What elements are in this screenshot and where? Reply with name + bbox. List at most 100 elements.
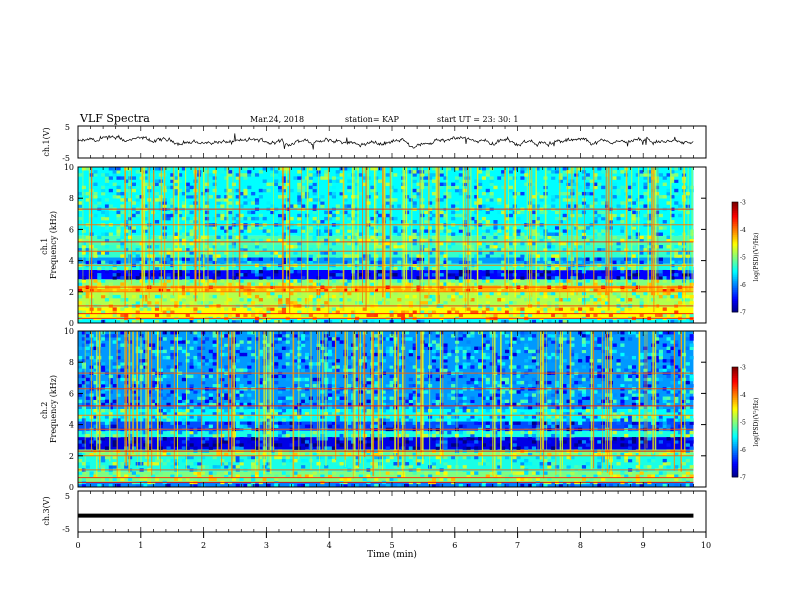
spectrum-cell — [193, 355, 198, 360]
spectrum-cell — [416, 446, 421, 450]
spectrum-cell — [224, 266, 229, 271]
spectrum-cell — [204, 359, 210, 363]
spectrum-cell — [389, 471, 394, 475]
spectrum-cell — [362, 319, 367, 324]
colorbar-cell — [732, 299, 738, 302]
spectrum-cell — [628, 260, 633, 265]
spectrum-cell — [104, 232, 110, 236]
spectrum-cell — [235, 319, 240, 324]
spectrum-cell — [104, 421, 110, 425]
spectrum-cell — [597, 276, 602, 280]
spectrum-cell — [378, 226, 383, 230]
spectrum-cell — [520, 251, 525, 255]
spectrum-cell — [204, 352, 210, 357]
spectrum-cell — [347, 294, 352, 299]
spectrum-cell — [85, 235, 90, 240]
spectrum-cell — [139, 349, 144, 354]
spectrum-cell — [462, 273, 467, 277]
spectrum-cell — [381, 418, 387, 422]
spectrum-cell — [174, 477, 179, 482]
spectrum-cell — [178, 412, 183, 416]
spectrum-cell — [443, 216, 448, 221]
spectrum-cell — [135, 288, 140, 293]
spectrum-cell — [481, 279, 487, 283]
spectrum-cell — [181, 405, 187, 410]
spectrum-cell — [435, 440, 440, 444]
spectrum-cell — [312, 235, 317, 240]
spectrum-cell — [558, 301, 563, 305]
spectrum-cell — [481, 176, 487, 180]
spectrum-cell — [404, 483, 410, 488]
spectrum-cell — [397, 393, 402, 397]
spectrum-cell — [462, 359, 467, 363]
spectrum-cell — [328, 455, 333, 460]
spectrum-cell — [170, 251, 175, 255]
spectrum-cell — [466, 355, 471, 360]
spectrum-cell — [239, 462, 244, 466]
spectrum-cell — [578, 213, 583, 218]
spectrum-cell — [85, 340, 90, 344]
spectrum-cell — [285, 238, 290, 243]
spectrum-cell — [281, 346, 287, 351]
spectrum-cell — [224, 188, 229, 193]
spectrum-cell — [185, 402, 190, 407]
spectrum-cell — [343, 238, 348, 243]
spectrum-cell — [370, 226, 375, 230]
spectrum-cell — [274, 380, 279, 385]
spectrum-cell — [128, 477, 133, 482]
colorbar-cell — [732, 282, 738, 285]
spectrum-cell — [443, 458, 448, 463]
spectrum-cell — [412, 405, 417, 410]
spectrum-cell — [539, 273, 544, 277]
spectrum-cell — [354, 195, 360, 199]
spectrum-cell — [581, 298, 587, 302]
spectrum-cell — [320, 238, 325, 243]
spectrum-cell — [385, 241, 390, 246]
spectrum-cell — [389, 384, 394, 388]
spectrum-cell — [354, 334, 360, 338]
spectrum-cell — [178, 298, 183, 302]
spectrum-cell — [116, 213, 121, 218]
spectrum-cell — [135, 319, 140, 324]
spectrum-cell — [181, 402, 187, 407]
spectrum-cell — [574, 269, 579, 274]
spectrum-cell — [462, 282, 467, 286]
spectrum-cell — [516, 232, 521, 236]
spectrum-cell — [389, 334, 394, 338]
spectrum-cell — [281, 204, 287, 208]
spectrum-cell — [385, 198, 390, 202]
spectrum-cell — [670, 279, 675, 283]
spectrum-cell — [108, 355, 113, 360]
spectrum-cell — [428, 210, 433, 215]
spectrum-cell — [351, 313, 356, 318]
spectrum-cell — [647, 276, 652, 280]
spectrum-cell — [466, 362, 471, 366]
spectrum-cell — [470, 310, 475, 314]
spectrum-cell — [204, 301, 210, 305]
spectrum-cell — [139, 334, 144, 338]
spectrum-cell — [247, 307, 252, 311]
spectrum-cell — [562, 313, 567, 318]
spectrum-cell — [424, 313, 429, 318]
spectrum-cell — [304, 458, 310, 463]
spectrum-cell — [293, 355, 298, 360]
spectrum-cell — [458, 352, 463, 357]
spectrum-cell — [428, 251, 433, 255]
spectrum-cell — [89, 471, 94, 475]
spectrum-cell — [270, 452, 275, 457]
spectrum-cell — [535, 229, 540, 233]
spectrum-cell — [285, 226, 290, 230]
colorbar-cell — [732, 260, 738, 263]
spectrum-cell — [204, 251, 210, 255]
spectrum-cell — [493, 319, 498, 324]
spectrum-cell — [258, 443, 263, 447]
spectrum-cell — [258, 374, 263, 379]
spectrum-cell — [543, 310, 548, 314]
spectrum-cell — [304, 424, 310, 429]
spectrum-cell — [254, 288, 260, 293]
spectrum-cell — [366, 483, 371, 488]
spectrum-cell — [220, 374, 225, 379]
spectrum-cell — [485, 204, 490, 208]
spectrum-cell — [274, 232, 279, 236]
